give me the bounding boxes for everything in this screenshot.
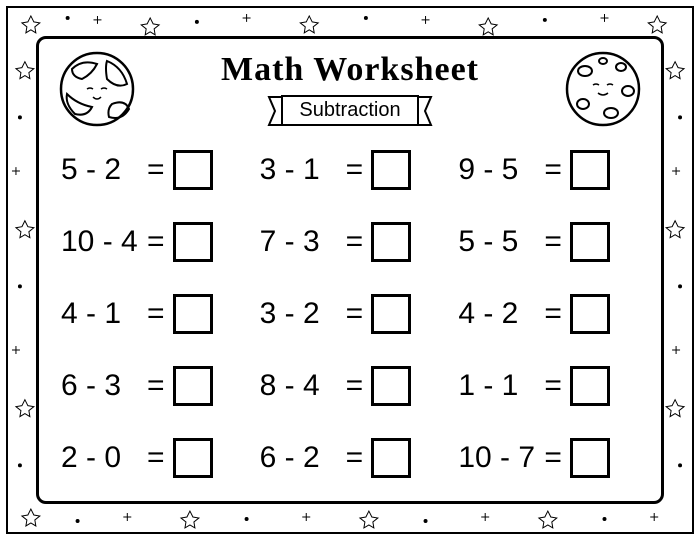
problem-expression: 6 - 3 xyxy=(61,369,139,403)
equals-sign: = xyxy=(544,225,562,259)
answer-box[interactable] xyxy=(371,150,411,190)
earth-icon xyxy=(57,49,137,129)
problem-expression: 5 - 5 xyxy=(458,225,536,259)
subtitle-banner: Subtraction xyxy=(267,95,432,126)
answer-box[interactable] xyxy=(570,366,610,406)
answer-box[interactable] xyxy=(570,222,610,262)
problem-expression: 5 - 2 xyxy=(61,153,139,187)
answer-box[interactable] xyxy=(371,294,411,334)
problem-expression: 9 - 5 xyxy=(458,153,536,187)
equals-sign: = xyxy=(147,153,165,187)
problem-expression: 2 - 0 xyxy=(61,441,139,475)
equals-sign: = xyxy=(346,441,364,475)
problem-row: 2 - 0= xyxy=(57,438,246,478)
problem-row: 7 - 3= xyxy=(256,222,445,262)
problem-expression: 10 - 4 xyxy=(61,225,139,259)
worksheet-panel: Math Worksheet Subtraction xyxy=(36,36,664,504)
problem-row: 4 - 2= xyxy=(454,294,643,334)
problem-row: 5 - 2= xyxy=(57,150,246,190)
answer-box[interactable] xyxy=(371,222,411,262)
problem-row: 3 - 1= xyxy=(256,150,445,190)
equals-sign: = xyxy=(346,225,364,259)
problem-expression: 4 - 1 xyxy=(61,297,139,331)
problems-grid: 5 - 2= 3 - 1= 9 - 5= 10 - 4= 7 - 3= 5 - … xyxy=(57,137,643,492)
answer-box[interactable] xyxy=(570,294,610,334)
title-block: Math Worksheet Subtraction xyxy=(137,49,563,131)
outer-frame: Math Worksheet Subtraction xyxy=(6,6,694,534)
problem-row: 10 - 4= xyxy=(57,222,246,262)
subtitle-text: Subtraction xyxy=(281,95,418,126)
problem-row: 4 - 1= xyxy=(57,294,246,334)
problem-expression: 6 - 2 xyxy=(260,441,338,475)
answer-box[interactable] xyxy=(371,366,411,406)
equals-sign: = xyxy=(346,369,364,403)
problem-expression: 4 - 2 xyxy=(458,297,536,331)
problem-expression: 3 - 1 xyxy=(260,153,338,187)
answer-box[interactable] xyxy=(173,150,213,190)
equals-sign: = xyxy=(544,153,562,187)
problem-row: 1 - 1= xyxy=(454,366,643,406)
ribbon-left-icon xyxy=(267,96,281,126)
equals-sign: = xyxy=(147,441,165,475)
equals-sign: = xyxy=(544,297,562,331)
header: Math Worksheet Subtraction xyxy=(57,49,643,131)
answer-box[interactable] xyxy=(371,438,411,478)
problem-row: 6 - 2= xyxy=(256,438,445,478)
problem-row: 6 - 3= xyxy=(57,366,246,406)
answer-box[interactable] xyxy=(570,438,610,478)
moon-icon xyxy=(563,49,643,129)
problem-expression: 8 - 4 xyxy=(260,369,338,403)
equals-sign: = xyxy=(147,225,165,259)
problem-row: 8 - 4= xyxy=(256,366,445,406)
problem-expression: 10 - 7 xyxy=(458,441,536,475)
equals-sign: = xyxy=(544,369,562,403)
problem-row: 3 - 2= xyxy=(256,294,445,334)
equals-sign: = xyxy=(346,297,364,331)
equals-sign: = xyxy=(346,153,364,187)
problem-row: 10 - 7= xyxy=(454,438,643,478)
page-title: Math Worksheet xyxy=(137,51,563,89)
problem-expression: 1 - 1 xyxy=(458,369,536,403)
answer-box[interactable] xyxy=(173,222,213,262)
equals-sign: = xyxy=(544,441,562,475)
ribbon-right-icon xyxy=(419,96,433,126)
problem-row: 5 - 5= xyxy=(454,222,643,262)
answer-box[interactable] xyxy=(173,294,213,334)
problem-expression: 7 - 3 xyxy=(260,225,338,259)
equals-sign: = xyxy=(147,369,165,403)
equals-sign: = xyxy=(147,297,165,331)
answer-box[interactable] xyxy=(173,438,213,478)
problem-expression: 3 - 2 xyxy=(260,297,338,331)
answer-box[interactable] xyxy=(570,150,610,190)
answer-box[interactable] xyxy=(173,366,213,406)
problem-row: 9 - 5= xyxy=(454,150,643,190)
